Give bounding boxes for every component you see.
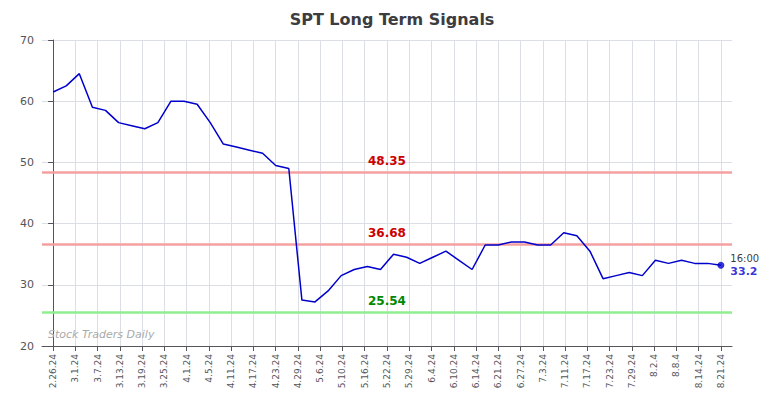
svg-text:40: 40	[20, 217, 34, 230]
svg-text:3.1.24: 3.1.24	[70, 354, 80, 383]
svg-text:Stock Traders Daily: Stock Traders Daily	[48, 328, 155, 341]
svg-text:4.1.24: 4.1.24	[182, 354, 192, 383]
svg-text:5.10.24: 5.10.24	[337, 354, 347, 389]
svg-text:8.14.24: 8.14.24	[694, 354, 704, 389]
svg-text:6.14.24: 6.14.24	[471, 354, 481, 389]
svg-text:7.3.24: 7.3.24	[538, 354, 548, 383]
svg-text:48.35: 48.35	[368, 154, 406, 168]
svg-text:5.6.24: 5.6.24	[315, 354, 325, 383]
svg-text:25.54: 25.54	[368, 294, 406, 308]
svg-text:3.19.24: 3.19.24	[137, 354, 147, 389]
svg-text:7.23.24: 7.23.24	[605, 354, 615, 389]
svg-text:33.2: 33.2	[730, 265, 757, 278]
svg-text:4.11.24: 4.11.24	[226, 354, 236, 389]
svg-text:70: 70	[20, 34, 34, 47]
svg-text:6.27.24: 6.27.24	[516, 354, 526, 389]
svg-text:SPT Long Term Signals: SPT Long Term Signals	[290, 10, 495, 29]
svg-text:4.29.24: 4.29.24	[293, 354, 303, 389]
svg-text:3.25.24: 3.25.24	[159, 354, 169, 389]
svg-text:5.29.24: 5.29.24	[404, 354, 414, 389]
svg-text:30: 30	[20, 278, 34, 291]
svg-text:2.26.24: 2.26.24	[48, 354, 58, 389]
svg-text:4.17.24: 4.17.24	[248, 354, 258, 389]
svg-text:8.21.24: 8.21.24	[716, 354, 726, 389]
svg-text:16:00: 16:00	[730, 253, 759, 264]
svg-text:6.10.24: 6.10.24	[449, 354, 459, 389]
svg-text:8.2.4: 8.2.4	[649, 354, 659, 377]
svg-text:7.29.24: 7.29.24	[627, 354, 637, 389]
svg-text:7.11.24: 7.11.24	[560, 354, 570, 389]
svg-text:7.17.24: 7.17.24	[582, 354, 592, 389]
svg-text:5.16.24: 5.16.24	[360, 354, 370, 389]
svg-text:8.8.4: 8.8.4	[671, 354, 681, 377]
svg-text:6.4.24: 6.4.24	[427, 354, 437, 383]
svg-text:4.23.24: 4.23.24	[271, 354, 281, 389]
svg-text:3.7.24: 3.7.24	[93, 354, 103, 383]
svg-text:50: 50	[20, 156, 34, 169]
svg-text:20: 20	[20, 340, 34, 353]
svg-text:6.21.24: 6.21.24	[493, 354, 503, 389]
svg-text:3.13.24: 3.13.24	[115, 354, 125, 389]
svg-text:4.5.24: 4.5.24	[204, 354, 214, 383]
svg-text:60: 60	[20, 95, 34, 108]
svg-text:36.68: 36.68	[368, 226, 406, 240]
svg-text:5.22.24: 5.22.24	[382, 354, 392, 389]
